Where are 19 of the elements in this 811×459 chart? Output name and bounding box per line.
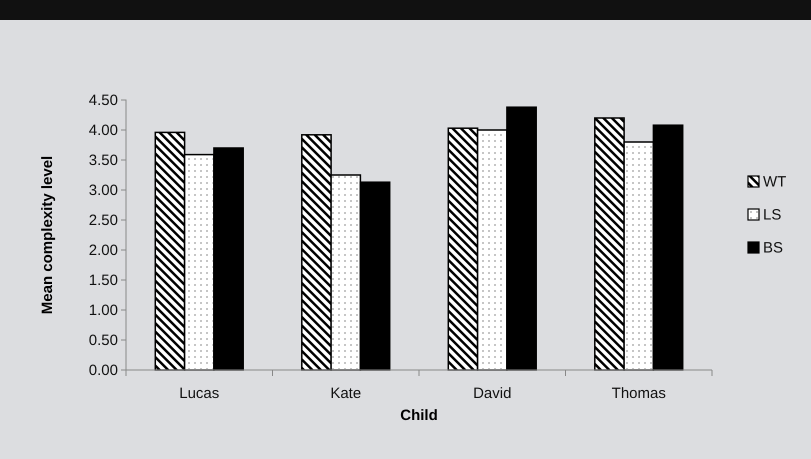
y-tick-label: 4.50	[88, 92, 118, 109]
x-tick-label: Kate	[330, 385, 362, 402]
y-tick-label: 1.00	[88, 302, 118, 319]
y-tick-label: 3.00	[88, 182, 118, 199]
x-tick-label: Thomas	[612, 385, 666, 402]
y-tick-label: 0.50	[88, 332, 118, 349]
y-tick-label: 1.50	[88, 272, 118, 289]
legend-label: WT	[763, 174, 786, 190]
y-axis-title: Mean complexity level	[39, 156, 56, 314]
legend-label: LS	[763, 206, 782, 224]
x-axis-title: Child	[400, 407, 438, 424]
x-tick-label: David	[473, 385, 512, 402]
y-tick-label: 4.00	[88, 122, 118, 139]
x-tick-label: Lucas	[179, 385, 220, 402]
y-tick-label: 2.50	[88, 212, 118, 229]
y-tick-label: 2.00	[88, 242, 118, 259]
y-tick-label: 3.50	[88, 152, 118, 169]
y-tick-label: 0.00	[88, 362, 118, 379]
legend-label: BS	[763, 240, 784, 256]
